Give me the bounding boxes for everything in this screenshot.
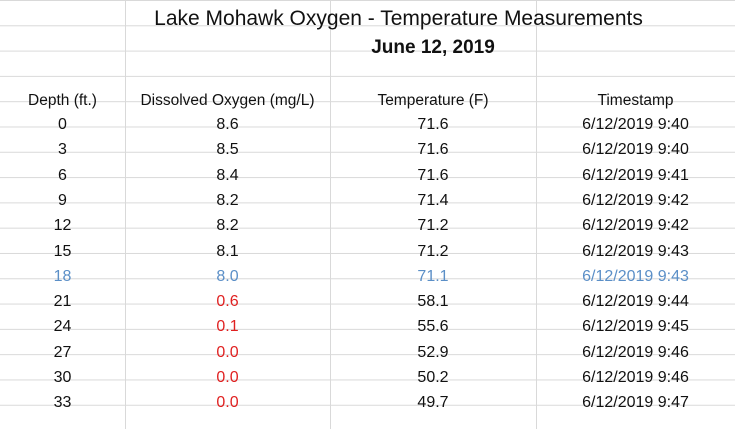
column-divider [536,0,537,429]
timestamp-cell[interactable]: 6/12/2019 9:45 [582,318,689,336]
temperature-cell[interactable]: 71.2 [417,242,449,260]
temperature-cell[interactable]: 71.4 [417,191,449,209]
temperature-cell[interactable]: 58.1 [417,293,449,311]
timestamp-cell[interactable]: 6/12/2019 9:40 [582,116,689,133]
depth-cell[interactable]: 12 [53,217,72,235]
header-temperature[interactable]: Temperature (F) [377,92,489,109]
oxygen-cell[interactable]: 8.5 [216,141,239,159]
timestamp-cell[interactable]: 6/12/2019 9:42 [582,217,689,235]
oxygen-cell[interactable]: 0.0 [216,394,239,412]
depth-cell[interactable]: 0 [58,116,67,133]
column-divider [330,0,331,429]
table-row: 0 8.6 71.6 6/12/2019 9:40 [0,112,735,137]
depth-cell[interactable]: 33 [53,394,72,412]
depth-cell[interactable]: 9 [58,191,67,209]
temperature-cell[interactable]: 50.2 [417,369,449,386]
temperature-cell[interactable]: 55.6 [417,318,449,336]
oxygen-cell[interactable]: 8.0 [216,267,239,285]
timestamp-cell[interactable]: 6/12/2019 9:43 [582,267,689,285]
oxygen-cell[interactable]: 8.2 [216,191,239,209]
depth-cell[interactable]: 6 [58,166,67,184]
temperature-cell[interactable]: 71.1 [417,267,449,285]
oxygen-cell[interactable]: 0.6 [216,293,239,311]
table-row: 15 8.1 71.2 6/12/2019 9:43 [0,239,735,264]
column-divider [125,0,126,429]
timestamp-cell[interactable]: 6/12/2019 9:40 [582,141,689,159]
table-row: 27 0.0 52.9 6/12/2019 9:46 [0,340,735,365]
header-oxygen[interactable]: Dissolved Oxygen (mg/L) [140,92,315,109]
temperature-cell[interactable]: 71.6 [417,141,449,159]
timestamp-cell[interactable]: 6/12/2019 9:46 [582,343,689,361]
depth-cell[interactable]: 24 [53,318,72,336]
timestamp-cell[interactable]: 6/12/2019 9:43 [582,242,689,260]
oxygen-cell[interactable]: 0.0 [216,369,239,386]
oxygen-cell[interactable]: 8.1 [216,242,239,260]
timestamp-cell[interactable]: 6/12/2019 9:41 [582,166,689,184]
header-timestamp[interactable]: Timestamp [597,92,674,109]
oxygen-cell[interactable]: 0.1 [216,318,239,336]
table-row: 18 8.0 71.1 6/12/2019 9:43 [0,264,735,289]
table-row: 33 0.0 49.7 6/12/2019 9:47 [0,390,735,415]
table-row: 21 0.6 58.1 6/12/2019 9:44 [0,289,735,314]
header-row: Depth (ft.) Dissolved Oxygen (mg/L) Temp… [0,88,735,113]
temperature-cell[interactable]: 49.7 [417,394,449,412]
table-row: 24 0.1 55.6 6/12/2019 9:45 [0,314,735,339]
table-row: 30 0.0 50.2 6/12/2019 9:46 [0,365,735,390]
depth-cell[interactable]: 3 [58,141,67,159]
table-row: 12 8.2 71.2 6/12/2019 9:42 [0,213,735,238]
depth-cell[interactable]: 30 [53,369,72,386]
oxygen-cell[interactable]: 8.4 [216,166,239,184]
oxygen-cell[interactable]: 0.0 [216,343,239,361]
timestamp-cell[interactable]: 6/12/2019 9:44 [582,293,689,311]
temperature-cell[interactable]: 71.2 [417,217,449,235]
timestamp-cell[interactable]: 6/12/2019 9:42 [582,191,689,209]
temperature-cell[interactable]: 71.6 [417,116,449,133]
oxygen-cell[interactable]: 8.6 [216,116,239,133]
temperature-cell[interactable]: 71.6 [417,166,449,184]
depth-cell[interactable]: 21 [53,293,72,311]
depth-cell[interactable]: 27 [53,343,72,361]
table-row: 6 8.4 71.6 6/12/2019 9:41 [0,163,735,188]
timestamp-cell[interactable]: 6/12/2019 9:47 [582,394,689,412]
table-row: 9 8.2 71.4 6/12/2019 9:42 [0,188,735,213]
sheet-title: Lake Mohawk Oxygen - Temperature Measure… [154,7,643,30]
table-row: 3 8.5 71.6 6/12/2019 9:40 [0,137,735,162]
depth-cell[interactable]: 15 [53,242,72,260]
temperature-cell[interactable]: 52.9 [417,343,449,361]
oxygen-cell[interactable]: 8.2 [216,217,239,235]
depth-cell[interactable]: 18 [53,267,72,285]
sheet-subtitle: June 12, 2019 [371,37,495,58]
timestamp-cell[interactable]: 6/12/2019 9:46 [582,369,689,386]
header-depth[interactable]: Depth (ft.) [28,92,97,109]
